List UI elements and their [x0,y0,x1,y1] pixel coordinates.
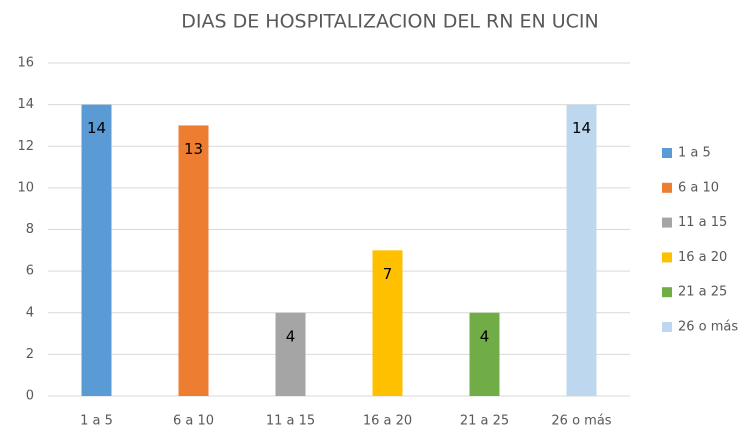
data-label: 7 [383,265,393,283]
data-label: 14 [87,119,106,137]
y-tick-label: 8 [26,222,34,237]
x-tick-label: 1 a 5 [80,414,113,429]
x-tick-label: 11 a 15 [266,414,315,429]
legend-label: 11 a 15 [678,215,727,230]
y-tick-label: 16 [17,56,34,71]
legend-label: 1 a 5 [678,146,711,161]
legend-swatch [662,217,672,228]
bar [275,312,306,396]
data-label: 14 [572,119,591,137]
y-tick-label: 2 [26,347,34,362]
chart-title: DIAS DE HOSPITALIZACION DEL RN EN UCIN [181,11,598,33]
legend-swatch [662,148,672,158]
legend-label: 26 o más [678,320,738,335]
y-tick-label: 10 [17,180,34,195]
legend-label: 6 a 10 [678,180,719,195]
x-tick-label: 21 a 25 [460,414,509,429]
legend-swatch [662,252,672,263]
legend-swatch [662,322,672,332]
y-tick-label: 0 [26,389,34,404]
bar [81,104,112,396]
bar [469,312,500,396]
data-label: 4 [286,327,296,345]
x-tick-label: 6 a 10 [173,414,214,429]
legend-label: 21 a 25 [678,285,727,300]
data-label: 13 [184,140,203,158]
legend-label: 16 a 20 [678,250,727,265]
bar [372,250,403,396]
x-tick-label: 16 a 20 [363,414,412,429]
data-label: 4 [480,327,490,345]
bar [178,125,209,396]
y-tick-label: 14 [17,97,34,112]
legend-swatch [662,287,672,298]
bar [566,104,597,396]
legend-swatch [662,182,672,193]
x-tick-label: 26 o más [551,414,611,429]
y-tick-label: 4 [26,305,34,320]
y-tick-label: 6 [26,264,34,279]
y-tick-label: 12 [17,139,34,154]
